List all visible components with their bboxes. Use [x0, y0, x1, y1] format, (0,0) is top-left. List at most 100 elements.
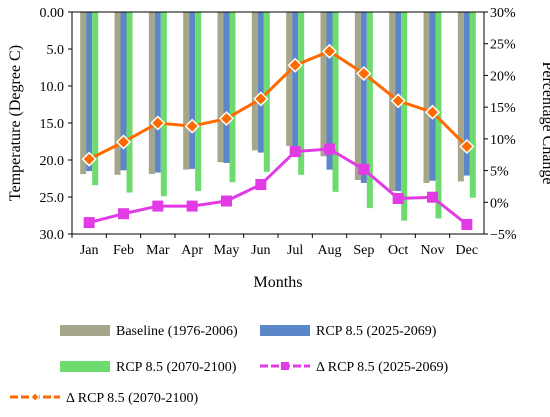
y-tick-label: 5.0 — [47, 43, 65, 58]
legend-swatch-baseline — [60, 325, 110, 336]
y2-tick-label: 5% — [490, 165, 509, 180]
bar-rcp85-2025-feb — [120, 12, 127, 171]
marker-delta-2070-oct — [390, 93, 406, 109]
bar-rcp85-2025-jul — [292, 12, 299, 155]
marker-delta-2025-sep — [358, 163, 370, 175]
bar-baseline-jul — [286, 12, 293, 146]
marker-delta-2025-jul — [289, 146, 301, 158]
y-tick-label: 25.0 — [40, 191, 65, 206]
bar-rcp85-2025-may — [223, 12, 230, 163]
marker-delta-2070-jun — [253, 91, 269, 107]
bar-baseline-aug — [320, 12, 327, 157]
y-axis-title: Temperature (Degree C) — [7, 45, 24, 201]
y-tick-label: 10.0 — [40, 80, 65, 95]
bar-baseline-feb — [114, 12, 121, 175]
x-tick-label-may: May — [214, 243, 240, 258]
axis-ticks-layer: 0.00 5.0 10.0 15.0 20.0 25.0 30.0 30% 25% 20% 15% 1… — [40, 6, 517, 258]
bar-rcp85-2025-jan — [86, 12, 93, 172]
bar-baseline-dec — [457, 12, 464, 182]
legend-label-rcp85-2070: RCP 8.5 (2070-2100) — [116, 360, 237, 375]
x-tick-label-jan: Jan — [80, 243, 99, 258]
line-delta-2070 — [88, 49, 468, 161]
x-tick-label-feb: Feb — [113, 243, 134, 258]
bar-rcp85-2070-oct — [401, 12, 408, 221]
y2-tick-label: 15% — [490, 101, 516, 116]
marker-delta-2070-sep — [356, 65, 372, 82]
y2-tick-label: 0% — [490, 196, 509, 211]
x-tick-label-jul: Jul — [287, 243, 303, 258]
marker-delta-2025-may — [221, 195, 232, 207]
marker-delta-2070-may — [218, 110, 235, 127]
y2-axis-title: Percentage Change — [539, 61, 550, 184]
y-tick-label: 15.0 — [40, 117, 65, 132]
marker-delta-2070-jul — [287, 57, 303, 73]
x-tick-label-dec: Dec — [456, 243, 479, 258]
bar-baseline-sep — [354, 12, 361, 180]
marker-delta-2070-feb — [115, 134, 132, 150]
marker-delta-2025-jun — [255, 179, 267, 191]
bar-rcp85-2070-apr — [195, 12, 202, 192]
bar-rcp85-2025-dec — [463, 12, 470, 176]
legend-marker-delta-2025 — [281, 362, 289, 370]
line-delta-2025 — [88, 147, 468, 226]
marker-delta-2025-aug — [324, 143, 335, 155]
chart-bars-layer — [80, 12, 476, 221]
marker-delta-2070-apr — [184, 118, 200, 134]
marker-delta-2070-mar — [150, 115, 166, 131]
bar-rcp85-2025-sep — [360, 12, 367, 183]
y2-tick-label: 20% — [490, 69, 516, 84]
bar-rcp85-2025-apr — [189, 12, 196, 169]
bar-rcp85-2025-jun — [257, 12, 264, 153]
marker-delta-2070-nov — [424, 104, 441, 120]
bar-rcp85-2070-nov — [435, 12, 442, 219]
y-tick-label: 20.0 — [40, 154, 65, 169]
marker-delta-2025-feb — [118, 208, 129, 220]
y2-tick-label: −5% — [490, 228, 517, 243]
bar-rcp85-2070-dec — [469, 12, 476, 198]
bar-baseline-mar — [148, 12, 155, 175]
marker-delta-2025-jan — [83, 217, 95, 229]
x-tick-label-oct: Oct — [388, 243, 408, 258]
marker-delta-2070-jan — [81, 151, 97, 167]
bar-baseline-nov — [423, 12, 430, 183]
y2-tick-label: 30% — [490, 6, 516, 21]
bar-baseline-may — [217, 12, 224, 163]
legend: Baseline (1976-2006) RCP 8.5 (2025-2069)… — [10, 324, 448, 406]
bar-rcp85-2070-jan — [92, 12, 99, 186]
y2-tick-label: 25% — [490, 38, 516, 53]
x-tick-label-sep: Sep — [353, 243, 374, 258]
legend-swatch-rcp85-2070 — [60, 361, 110, 372]
bar-rcp85-2025-mar — [154, 12, 161, 173]
marker-delta-2070-dec — [459, 138, 475, 155]
legend-marker-delta-2070 — [30, 392, 40, 402]
bar-baseline-jan — [80, 12, 87, 175]
x-tick-label-mar: Mar — [146, 243, 170, 258]
legend-label-delta-2025: Δ RCP 8.5 (2025-2069) — [316, 360, 448, 375]
marker-delta-2025-apr — [186, 200, 198, 212]
y-tick-label: 0.00 — [40, 6, 65, 21]
bar-rcp85-2025-aug — [326, 12, 333, 170]
y2-tick-label: 10% — [490, 133, 516, 148]
x-tick-label-aug: Aug — [317, 243, 341, 258]
marker-delta-2025-oct — [392, 192, 404, 204]
legend-label-baseline: Baseline (1976-2006) — [116, 324, 238, 339]
bar-rcp85-2070-aug — [332, 12, 339, 192]
y-tick-label: 30.0 — [40, 228, 65, 243]
marker-delta-2025-dec — [461, 218, 473, 230]
chart-lines-layer — [81, 43, 475, 230]
marker-delta-2025-mar — [152, 200, 164, 212]
bar-rcp85-2070-mar — [160, 12, 167, 197]
legend-label-rcp85-2025: RCP 8.5 (2025-2069) — [316, 324, 437, 339]
legend-swatch-rcp85-2025 — [260, 325, 310, 336]
x-tick-label-jun: Jun — [251, 243, 270, 258]
plot-area-frame — [71, 11, 485, 235]
bar-rcp85-2070-jul — [298, 12, 305, 175]
bar-rcp85-2070-may — [229, 12, 236, 183]
bar-rcp85-2025-nov — [429, 12, 436, 181]
x-tick-label-apr: Apr — [181, 243, 203, 258]
bar-baseline-apr — [183, 12, 190, 170]
marker-delta-2070-aug — [321, 43, 338, 59]
x-axis-title: Months — [254, 274, 303, 291]
marker-delta-2025-nov — [427, 191, 438, 203]
